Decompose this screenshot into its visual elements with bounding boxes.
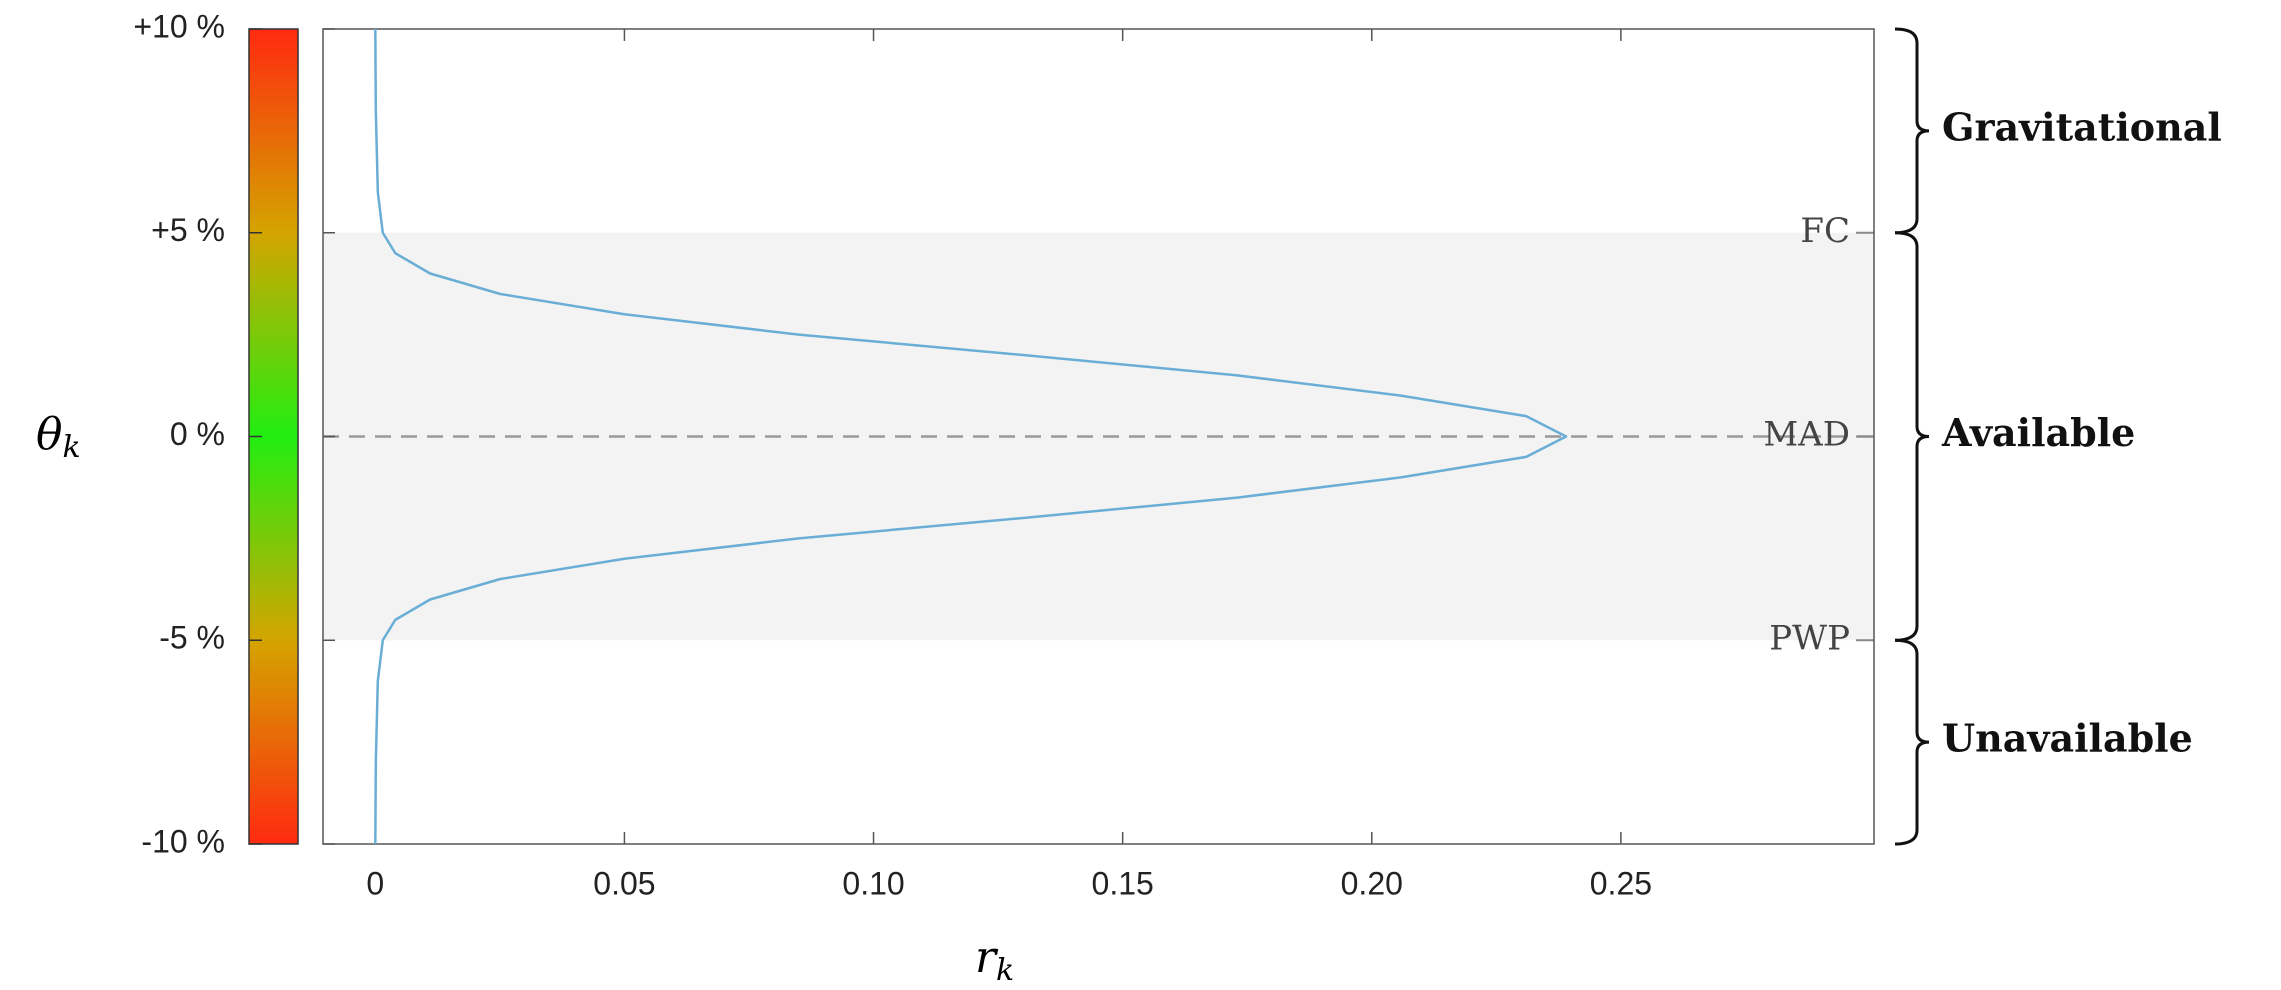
- bracket: [1894, 638, 1930, 846]
- y-label-sub: k: [63, 430, 81, 465]
- y-tick-label: +10 %: [133, 8, 225, 44]
- region-label: Gravitational: [1942, 104, 2222, 149]
- y-tick-label: +5 %: [151, 212, 225, 248]
- x-tick-label: 0.20: [1341, 865, 1403, 901]
- shaded-band: [323, 232, 1874, 641]
- y-label: θ: [36, 409, 63, 460]
- reference-label: MAD: [1763, 415, 1850, 455]
- x-label-sub: k: [996, 953, 1014, 988]
- x-tick-label: 0.10: [842, 865, 904, 901]
- y-axis-label: θk: [36, 409, 81, 466]
- region-label: Unavailable: [1942, 716, 2193, 761]
- x-tick-label: 0: [366, 865, 384, 901]
- reference-label: PWP: [1769, 618, 1850, 658]
- curve: [374, 28, 1568, 845]
- x-tick-label: 0.15: [1092, 865, 1154, 901]
- y-tick-label: -10 %: [141, 823, 225, 859]
- x-axis-label: rk: [975, 932, 1014, 989]
- x-tick-label: 0.25: [1590, 865, 1652, 901]
- reference-label: FC: [1800, 211, 1850, 251]
- bracket: [1894, 231, 1930, 642]
- x-label: r: [975, 932, 999, 983]
- x-tick-label: 0.05: [593, 865, 655, 901]
- bracket: [1894, 27, 1930, 235]
- region-label: Available: [1941, 410, 2135, 455]
- y-tick-label: -5 %: [159, 620, 225, 656]
- y-tick-label: 0 %: [170, 416, 225, 452]
